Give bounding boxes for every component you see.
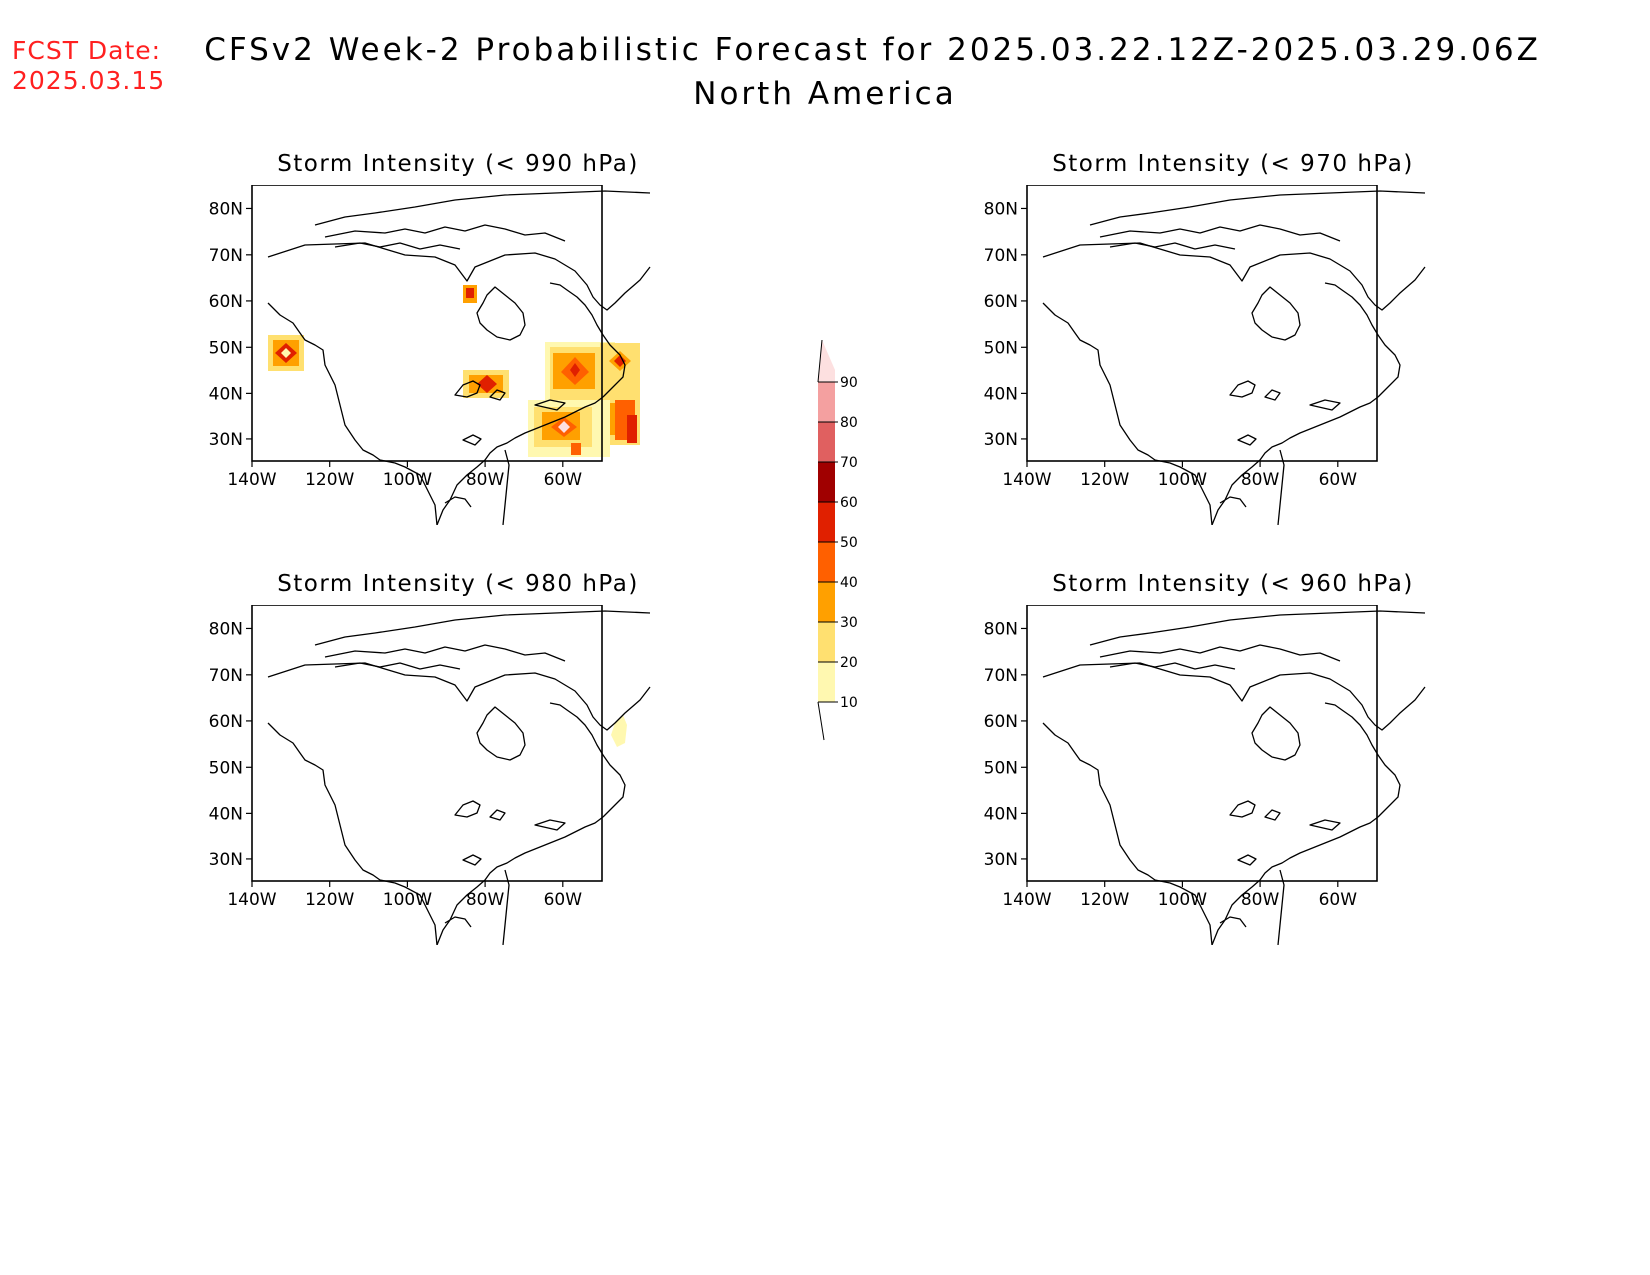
colorbar-swatch: [818, 382, 835, 422]
colorbar-swatch: [818, 582, 835, 622]
lon-tick-label: 120W: [1080, 470, 1129, 490]
map-panel-990: [251, 185, 651, 525]
lon-tick-label: 100W: [1158, 470, 1207, 490]
colorbar-swatch: [818, 502, 835, 542]
lon-tick-label: 80W: [466, 890, 505, 910]
colorbar-swatch: [818, 662, 835, 702]
probability-shading: [268, 285, 640, 457]
lat-tick-label: 40N: [209, 804, 243, 824]
lat-tick-label: 60N: [984, 712, 1018, 732]
colorbar-top-cap: [818, 340, 835, 382]
lon-tick-label: 100W: [383, 470, 432, 490]
lat-tick-label: 30N: [984, 850, 1018, 870]
lon-tick-label: 140W: [227, 470, 276, 490]
map-panel-970: [1026, 185, 1426, 525]
lat-tick-label: 70N: [209, 246, 243, 266]
colorbar-label: 40: [840, 575, 858, 591]
lon-tick-label: 120W: [305, 470, 354, 490]
forecast-date-label: FCST Date:: [12, 36, 162, 65]
colorbar-label: 30: [840, 615, 858, 631]
lon-tick-label: 60W: [544, 890, 583, 910]
panel-title-990: Storm Intensity (< 990 hPa): [277, 151, 639, 177]
lat-tick-label: 30N: [984, 430, 1018, 450]
lon-tick-label: 140W: [1002, 470, 1051, 490]
lat-tick-label: 30N: [209, 850, 243, 870]
lon-tick-label: 60W: [544, 470, 583, 490]
lon-tick-label: 80W: [1241, 470, 1280, 490]
colorbar-label: 80: [840, 415, 858, 431]
colorbar-bottom-outline: [817, 701, 825, 741]
lat-tick-label: 60N: [209, 712, 243, 732]
lat-tick-label: 80N: [209, 199, 243, 219]
lon-tick-label: 140W: [1002, 890, 1051, 910]
colorbar-label: 10: [840, 695, 858, 711]
lat-tick-label: 40N: [209, 384, 243, 404]
lat-tick-label: 60N: [209, 292, 243, 312]
colorbar-swatch: [818, 622, 835, 662]
colorbar-swatch: [818, 422, 835, 462]
colorbar-label: 60: [840, 495, 858, 511]
colorbar-label: 20: [840, 655, 858, 671]
lat-tick-label: 70N: [209, 666, 243, 686]
colorbar-label: 50: [840, 535, 858, 551]
map-panel-960: [1026, 605, 1426, 945]
forecast-date-value: 2025.03.15: [12, 66, 166, 95]
colorbar-top-outline: [817, 339, 823, 383]
lat-tick-label: 50N: [984, 338, 1018, 358]
lat-tick-label: 40N: [984, 804, 1018, 824]
lat-tick-label: 50N: [209, 338, 243, 358]
lat-tick-label: 70N: [984, 246, 1018, 266]
lat-tick-label: 40N: [984, 384, 1018, 404]
subtitle: North America: [693, 76, 957, 112]
panel-title-960: Storm Intensity (< 960 hPa): [1052, 571, 1414, 597]
lon-tick-label: 60W: [1319, 890, 1358, 910]
colorbar-swatch: [818, 462, 835, 502]
lon-tick-label: 60W: [1319, 470, 1358, 490]
map-panel-980: [251, 605, 651, 945]
lat-tick-label: 50N: [209, 758, 243, 778]
colorbar-label: 70: [840, 455, 858, 471]
lon-tick-label: 120W: [305, 890, 354, 910]
panel-title-980: Storm Intensity (< 980 hPa): [277, 571, 639, 597]
lon-tick-label: 80W: [466, 470, 505, 490]
lat-tick-label: 80N: [984, 619, 1018, 639]
lat-tick-label: 80N: [209, 619, 243, 639]
panel-title-970: Storm Intensity (< 970 hPa): [1052, 151, 1414, 177]
lat-tick-label: 30N: [209, 430, 243, 450]
lat-tick-label: 80N: [984, 199, 1018, 219]
coastline: [267, 610, 651, 945]
colorbar-swatch: [818, 542, 835, 582]
coastline: [1042, 610, 1426, 945]
lat-tick-label: 60N: [984, 292, 1018, 312]
colorbar-label: 90: [840, 375, 858, 391]
coastline: [267, 190, 651, 525]
lat-tick-label: 70N: [984, 666, 1018, 686]
colorbar: 90 80 70 60 50 40 30 20 10: [817, 339, 858, 741]
lon-tick-label: 100W: [1158, 890, 1207, 910]
lon-tick-label: 80W: [1241, 890, 1280, 910]
lon-tick-label: 120W: [1080, 890, 1129, 910]
coastline: [1042, 190, 1426, 525]
lon-tick-label: 100W: [383, 890, 432, 910]
lat-tick-label: 50N: [984, 758, 1018, 778]
lon-tick-label: 140W: [227, 890, 276, 910]
main-title: CFSv2 Week-2 Probabilistic Forecast for …: [204, 32, 1541, 68]
